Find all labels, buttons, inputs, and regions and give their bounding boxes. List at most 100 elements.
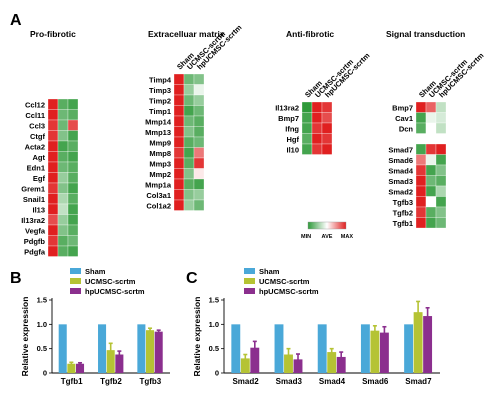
heatmap-gene-label: Mmp14 xyxy=(145,118,172,127)
heatmap-gene-label: Snail1 xyxy=(23,195,45,204)
heatmap-cell-timp2-ucmsc-scrtm xyxy=(183,94,195,106)
heatmap-cell-col3a1-ucmsc-scrtm xyxy=(183,189,195,201)
bar-smad4-hpucmsc-scrtm xyxy=(336,356,346,373)
heatmap-cell-ccl11-hpucmsc-scrtm xyxy=(67,109,79,121)
heatmap-cell-col3a1-sham xyxy=(173,189,185,201)
heatmap-cell-tgfb3-ucmsc-scrtm xyxy=(425,196,437,208)
bar-smad3-sham xyxy=(274,324,284,373)
bar-chart-smad: 0 0.5 1.0 1.5 Relative expression Smad2 Smad3 S… xyxy=(192,267,440,386)
heatmap-cell-col1a2-sham xyxy=(173,199,185,211)
bar-tgfb2-hpucmsc-scrtm xyxy=(115,354,124,373)
heatmap-cell-col1a2-ucmsc-scrtm xyxy=(183,199,195,211)
heatmap-cell-il13ra2-ucmsc-scrtm xyxy=(57,214,69,226)
heatmap-cell-timp4-ucmsc-scrtm xyxy=(183,73,195,85)
y-tick-label: 0 xyxy=(215,369,219,378)
y-axis-label: Relative expression xyxy=(192,297,202,377)
heatmap-cell-timp3-sham xyxy=(173,84,185,96)
heatmap-color-legend: MIN AVE MAX xyxy=(301,221,353,240)
heatmap-cell-timp4-hpucmsc-scrtm xyxy=(193,73,205,85)
heatmap-cell-mmp1a-hpucmsc-scrtm xyxy=(193,178,205,190)
heatmap-cell-smad7-hpucmsc-scrtm xyxy=(435,143,447,155)
heatmap-legend-bar xyxy=(307,221,347,230)
legend-label-hpucmsc-scrtm: hpUCMSC-scrtm xyxy=(259,287,319,296)
heatmap-gene-label: Bmp7 xyxy=(392,104,413,113)
bar-smad4-sham xyxy=(317,324,327,373)
heatmap-cell-mmp1a-ucmsc-scrtm xyxy=(183,178,195,190)
bar-tgfb1-ucmsc-scrtm xyxy=(67,363,76,373)
heatmap-cell-mmp9-ucmsc-scrtm xyxy=(183,136,195,148)
x-tick-label-smad3: Smad3 xyxy=(276,377,303,386)
heatmap-cell-bmp7-hpucmsc-scrtm xyxy=(321,112,333,124)
legend-label-ucmsc-scrtm: UCMSC-scrtm xyxy=(259,277,310,286)
heatmap-cell-il13-ucmsc-scrtm xyxy=(57,203,69,215)
heatmap-cell-smad2-ucmsc-scrtm xyxy=(425,185,437,197)
heatmap-cell-tgfb2-sham xyxy=(415,206,427,218)
y-tick-label: 0.5 xyxy=(37,344,47,353)
heatmap-gene-label: Vegfa xyxy=(25,227,46,236)
heatmap-cell-edn1-ucmsc-scrtm xyxy=(57,161,69,173)
heatmap-cell-pdgfa-hpucmsc-scrtm xyxy=(67,245,79,257)
x-tick-label-smad4: Smad4 xyxy=(319,377,346,386)
heatmap-cell-mmp8-sham xyxy=(173,147,185,159)
heatmap-cell-smad6-hpucmsc-scrtm xyxy=(435,154,447,166)
heatmap-cell-egf-hpucmsc-scrtm xyxy=(67,172,79,184)
heatmap-cell-col3a1-hpucmsc-scrtm xyxy=(193,189,205,201)
heatmap-cell-agt-hpucmsc-scrtm xyxy=(67,151,79,163)
legend-swatch-sham xyxy=(244,268,255,274)
heatmap-cell-hgf-ucmsc-scrtm xyxy=(311,133,323,145)
legend-label-ucmsc-scrtm: UCMSC-scrtm xyxy=(85,277,136,286)
heatmap-cell-mmp2-ucmsc-scrtm xyxy=(183,168,195,180)
x-tick-label-tgfb1: Tgfb1 xyxy=(61,377,83,386)
heatmap-cell-egf-ucmsc-scrtm xyxy=(57,172,69,184)
heatmap-cell-timp1-hpucmsc-scrtm xyxy=(193,105,205,117)
heatmap-cell-bmp7-sham xyxy=(415,101,427,113)
heatmap-cell-mmp14-sham xyxy=(173,115,185,127)
heatmap-cell-smad2-hpucmsc-scrtm xyxy=(435,185,447,197)
heatmap-cell-smad6-ucmsc-scrtm xyxy=(425,154,437,166)
bar-tgfb3-sham xyxy=(137,324,146,373)
heatmap-cell-ccl3-sham xyxy=(47,119,59,131)
heatmap-gene-label: Mmp8 xyxy=(149,149,171,158)
heatmap-gene-label: Timp2 xyxy=(149,97,171,106)
bar-smad3-ucmsc-scrtm xyxy=(284,354,293,373)
heatmap-group-title: Signal transduction xyxy=(386,29,465,39)
heatmap-cell-tgfb1-hpucmsc-scrtm xyxy=(435,217,447,229)
heatmap-cell-ccl12-hpucmsc-scrtm xyxy=(67,98,79,110)
heatmap-cell-pdgfa-sham xyxy=(47,245,59,257)
heatmap-gene-label: Tgfb3 xyxy=(393,198,413,207)
heatmap-gene-label: Timp3 xyxy=(149,86,171,95)
bar-tgfb1-sham xyxy=(58,324,67,373)
heatmap-gene-label: Edn1 xyxy=(27,164,45,173)
heatmap-cell-tgfb3-hpucmsc-scrtm xyxy=(435,196,447,208)
heatmap-cell-timp3-ucmsc-scrtm xyxy=(183,84,195,96)
heatmap-gene-label: Smad4 xyxy=(388,167,413,176)
heatmap-cell-vegfa-hpucmsc-scrtm xyxy=(67,224,79,236)
bar-smad2-hpucmsc-scrtm xyxy=(250,347,260,373)
bar-smad6-hpucmsc-scrtm xyxy=(379,332,389,373)
heatmap-cell-mmp2-hpucmsc-scrtm xyxy=(193,168,205,180)
heatmap-cell-timp4-sham xyxy=(173,73,185,85)
heatmap-gene-label: Tgfb1 xyxy=(393,219,413,228)
heatmap-cell-egf-sham xyxy=(47,172,59,184)
heatmap-gene-label: Egf xyxy=(33,174,46,183)
heatmap-gene-label: Timp1 xyxy=(149,107,171,116)
heatmap-cell-mmp8-ucmsc-scrtm xyxy=(183,147,195,159)
heatmap-cell-mmp9-hpucmsc-scrtm xyxy=(193,136,205,148)
heatmap-cell-mmp14-ucmsc-scrtm xyxy=(183,115,195,127)
heatmap-gene-label: Il10 xyxy=(286,146,299,155)
bar-tgfb2-ucmsc-scrtm xyxy=(106,350,115,373)
heatmap-gene-label: Bmp7 xyxy=(278,114,299,123)
bar-tgfb2-sham xyxy=(98,324,107,373)
legend-swatch-hpucmsc-scrtm xyxy=(70,288,81,294)
bar-tgfb3-ucmsc-scrtm xyxy=(146,330,155,373)
heatmap-cell-col1a2-hpucmsc-scrtm xyxy=(193,199,205,211)
heatmap-cell-smad3-sham xyxy=(415,175,427,187)
heatmap-cell-smad7-ucmsc-scrtm xyxy=(425,143,437,155)
heatmap-cell-acta2-ucmsc-scrtm xyxy=(57,140,69,152)
heatmap-cell-agt-sham xyxy=(47,151,59,163)
heatmap-cell-mmp3-hpucmsc-scrtm xyxy=(193,157,205,169)
heatmap-cell-smad3-hpucmsc-scrtm xyxy=(435,175,447,187)
heatmap-cell-ifng-sham xyxy=(301,122,313,134)
heatmap-gene-label: Timp4 xyxy=(149,76,172,85)
x-tick-label-smad2: Smad2 xyxy=(232,377,259,386)
